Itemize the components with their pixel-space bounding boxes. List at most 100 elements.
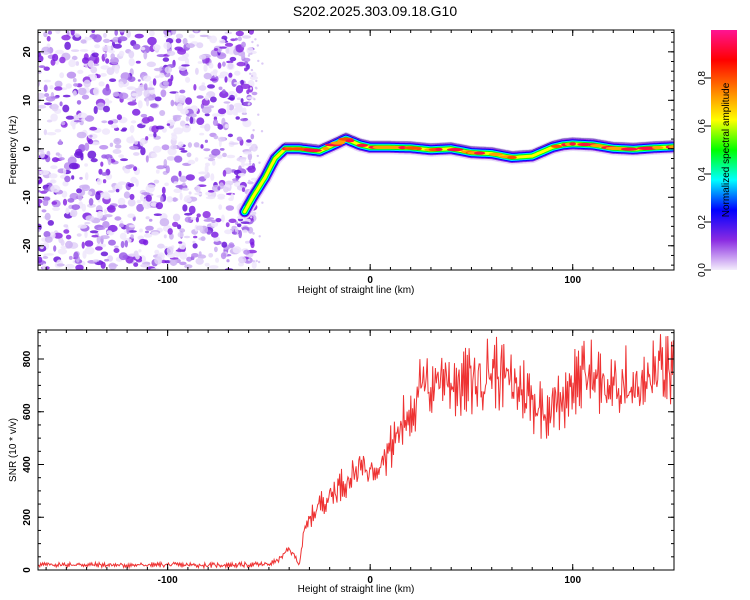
trace-peak [590, 144, 604, 148]
noise-speckle [184, 264, 193, 269]
spectrogram-noise [38, 30, 264, 270]
noise-speckle [143, 83, 148, 91]
noise-speckle [108, 190, 115, 193]
noise-speckle [90, 158, 98, 163]
noise-speckle [228, 242, 235, 249]
noise-speckle [233, 81, 242, 85]
noise-speckle [76, 188, 82, 194]
noise-speckle [135, 60, 141, 64]
noise-speckle [56, 263, 65, 267]
noise-speckle [113, 137, 122, 145]
noise-speckle [54, 128, 62, 133]
noise-speckle [195, 185, 201, 193]
noise-speckle [229, 142, 239, 145]
trace-peak [322, 146, 330, 151]
snr-x-label: Height of straight line (km) [298, 584, 415, 595]
noise-speckle [81, 94, 90, 100]
noise-speckle [89, 230, 99, 234]
noise-speckle [75, 264, 84, 270]
noise-speckle [114, 245, 119, 248]
noise-speckle [140, 147, 146, 156]
noise-speckle [226, 103, 230, 112]
noise-speckle [38, 189, 42, 193]
noise-speckle [179, 192, 183, 201]
noise-speckle [153, 179, 160, 184]
noise-speckle [131, 93, 138, 97]
noise-speckle [87, 60, 94, 68]
noise-speckle [196, 213, 201, 218]
noise-speckle [118, 50, 125, 57]
noise-speckle [146, 98, 149, 107]
noise-speckle [67, 156, 77, 165]
noise-speckle [84, 163, 88, 167]
noise-speckle [152, 78, 157, 86]
noise-speckle [229, 94, 235, 101]
noise-speckle [38, 153, 40, 157]
noise-speckle [191, 253, 199, 258]
noise-speckle [46, 119, 53, 123]
noise-speckle [201, 106, 212, 114]
noise-speckle [145, 230, 149, 234]
noise-speckle [79, 184, 90, 189]
noise-speckle [230, 38, 237, 42]
noise-speckle [202, 211, 211, 219]
noise-speckle [98, 168, 103, 175]
noise-speckle [218, 204, 223, 210]
noise-speckle [181, 64, 190, 67]
noise-speckle [106, 67, 115, 75]
noise-speckle [84, 230, 88, 239]
noise-speckle [126, 226, 130, 235]
noise-speckle [38, 65, 46, 68]
noise-speckle [255, 79, 258, 83]
spectrogram-x-label: Height of straight line (km) [298, 285, 415, 296]
noise-speckle [91, 30, 95, 33]
noise-speckle [43, 66, 50, 71]
noise-speckle [234, 93, 238, 98]
noise-speckle [250, 52, 253, 55]
noise-speckle [133, 250, 139, 258]
y-tick-label: 10 [22, 94, 33, 106]
noise-speckle [119, 223, 125, 228]
noise-speckle [46, 150, 51, 157]
noise-speckle [112, 91, 120, 97]
noise-speckle [192, 243, 198, 249]
noise-speckle [50, 184, 61, 193]
noise-speckle [114, 65, 120, 74]
noise-speckle [42, 196, 51, 201]
noise-speckle [44, 236, 53, 243]
noise-speckle [72, 123, 76, 130]
noise-speckle [199, 34, 209, 38]
x-tick-label: -100 [158, 575, 178, 586]
noise-speckle [247, 54, 251, 57]
noise-speckle [138, 238, 147, 245]
noise-speckle [38, 104, 47, 109]
noise-speckle [186, 152, 192, 158]
noise-speckle [196, 42, 204, 49]
noise-speckle [43, 188, 49, 193]
noise-speckle [261, 201, 264, 204]
noise-speckle [188, 34, 195, 39]
noise-speckle [100, 65, 110, 70]
noise-speckle [124, 240, 128, 248]
noise-speckle [254, 86, 258, 90]
trace-peak [569, 142, 577, 146]
noise-speckle [248, 179, 251, 183]
noise-speckle [149, 80, 153, 89]
noise-speckle [249, 87, 253, 90]
noise-speckle [118, 154, 124, 159]
noise-speckle [183, 235, 191, 239]
noise-speckle [108, 239, 116, 246]
noise-speckle [109, 78, 117, 82]
noise-speckle [237, 172, 246, 177]
noise-speckle [199, 225, 203, 233]
noise-speckle [192, 240, 196, 244]
colorbar-tick-label: 0.2 [697, 215, 708, 229]
noise-speckle [205, 196, 216, 200]
noise-speckle [212, 119, 219, 126]
noise-speckle [193, 235, 198, 239]
noise-speckle [69, 211, 76, 217]
noise-speckle [246, 139, 252, 143]
noise-speckle [243, 151, 253, 155]
noise-speckle [134, 33, 144, 39]
noise-speckle [217, 62, 222, 69]
